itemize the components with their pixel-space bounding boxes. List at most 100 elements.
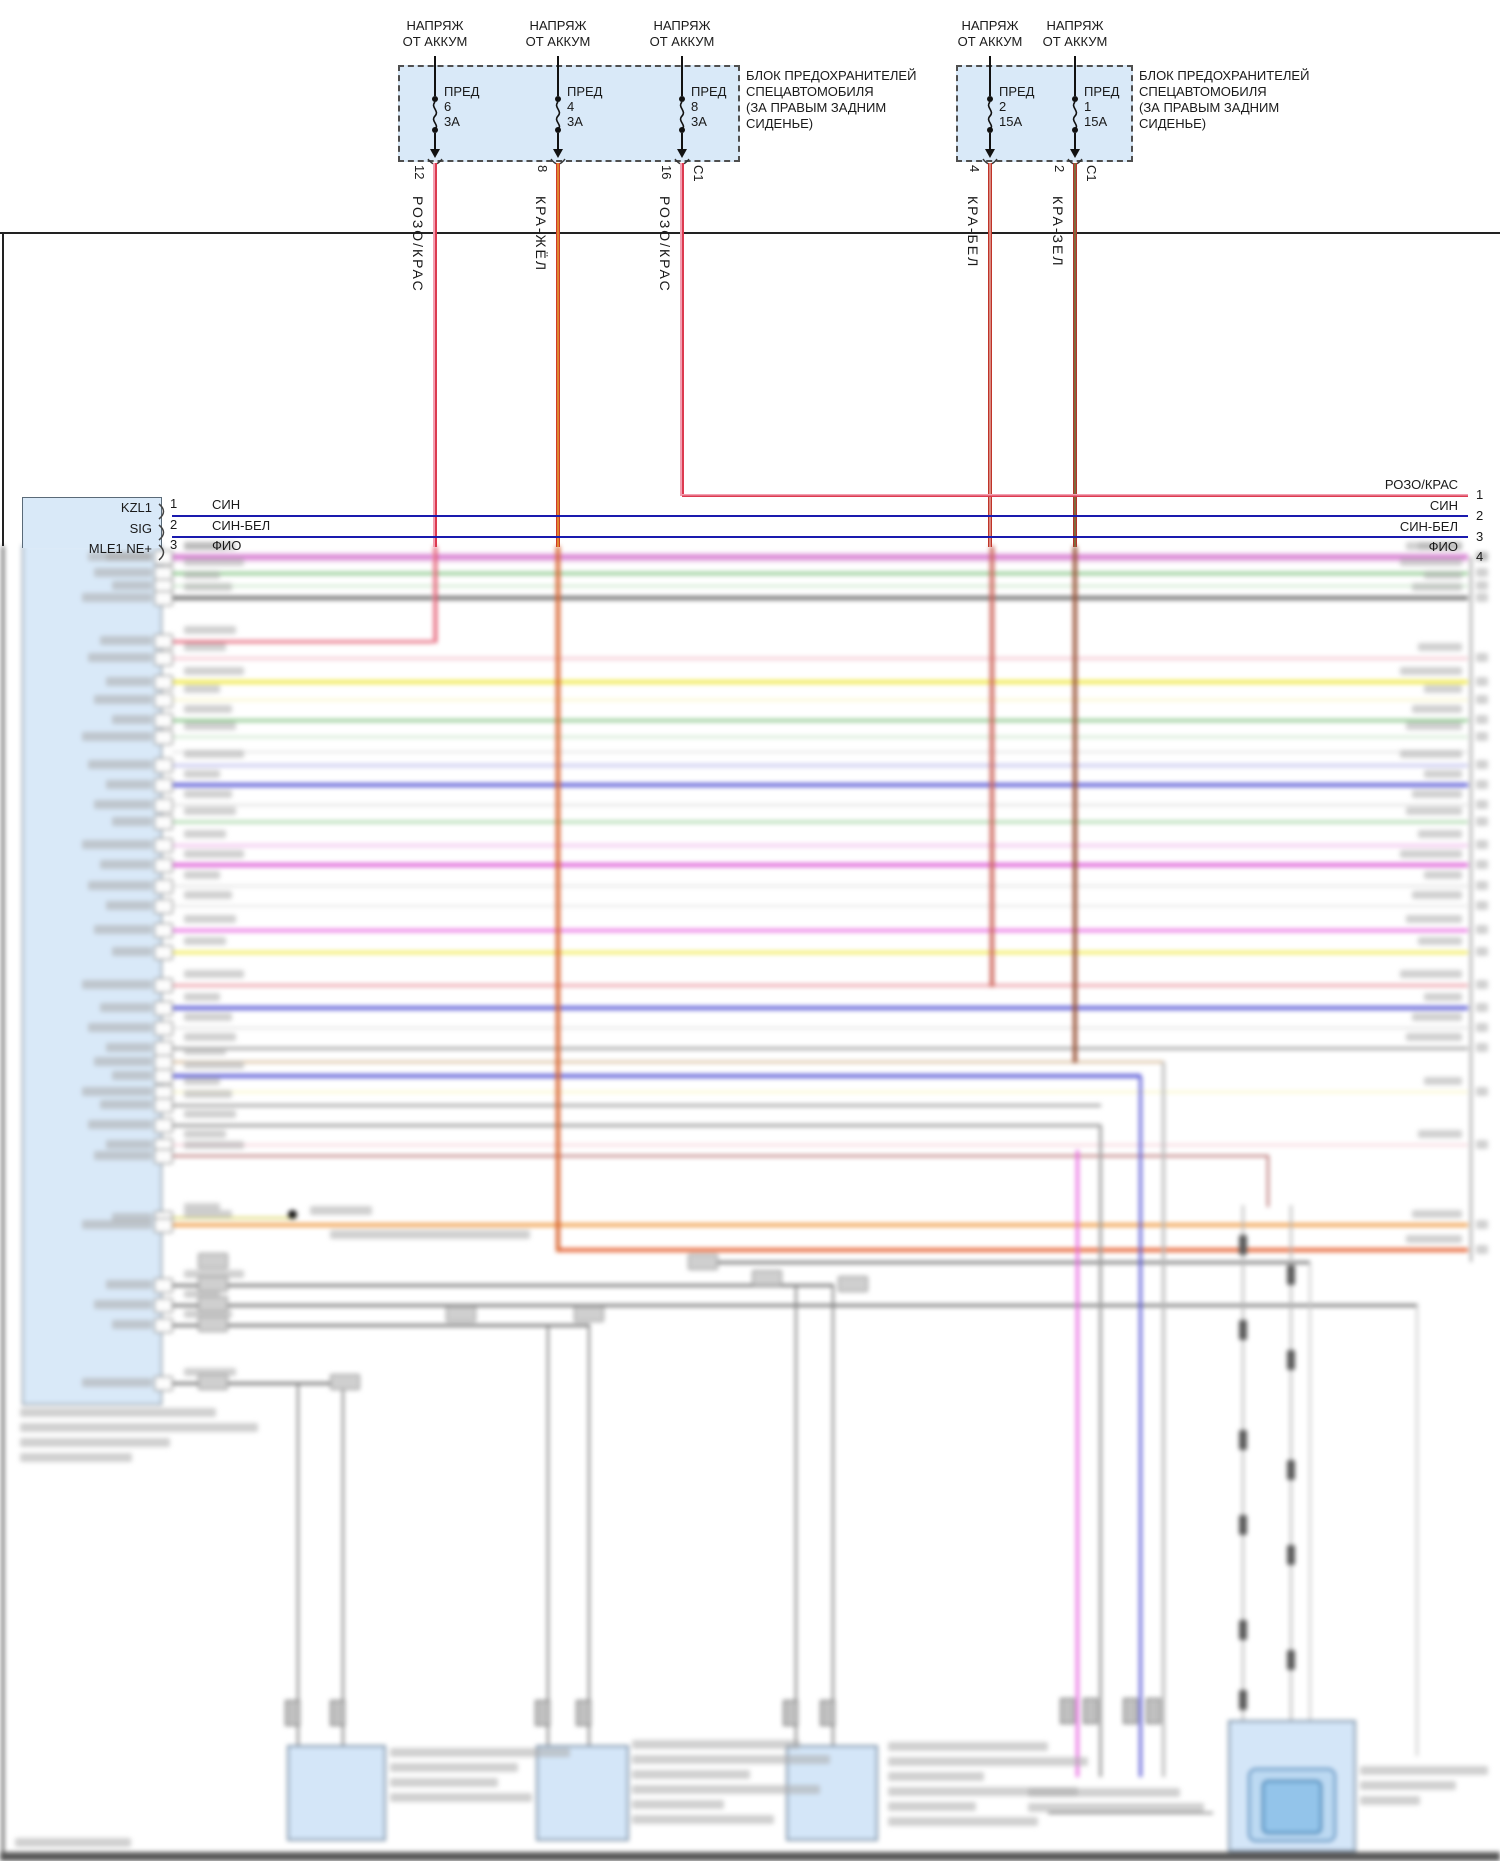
blurred-wire-row: [172, 735, 1468, 739]
right-wire-label-blur: [1412, 1210, 1462, 1218]
right-pin-blur: [1476, 695, 1488, 704]
pin-label-blur: [112, 581, 152, 590]
fuse-block-label-line: СИДЕНЬЕ): [746, 116, 814, 131]
fuse-element-icon: [679, 101, 685, 130]
right-wire-label-blur: [1412, 1013, 1462, 1021]
pin-label-blur: [106, 1280, 152, 1289]
fuse-dot: [1072, 96, 1078, 102]
wire-label-blur: [184, 1061, 244, 1069]
pin-number-box: [154, 730, 173, 745]
terminal-connector: [1146, 1698, 1161, 1724]
battery-feed-label: НАПРЯЖ: [653, 18, 711, 33]
pin-number-box: [154, 798, 173, 813]
pin-number-box: [154, 815, 173, 830]
pin-number-box: [154, 778, 173, 793]
blurred-wire-row: [172, 596, 1468, 600]
right-wire-label-blur: [1412, 790, 1462, 798]
wire-color-label: РОЗО/КРАС: [657, 196, 673, 293]
caption-text-blur: [310, 1206, 372, 1215]
right-wire-label-blur: [1424, 1077, 1462, 1085]
blurred-wire-row: [172, 1103, 1101, 1107]
pin-number-box: [154, 1218, 173, 1233]
caption-text-blur: [1360, 1766, 1488, 1775]
right-wire-label-blur: [1424, 993, 1462, 1001]
pin-label-blur: [88, 881, 152, 890]
caption-text-blur: [20, 1423, 258, 1432]
fuse-pin-number: 2: [1052, 165, 1067, 173]
fuse-feed-line: [434, 56, 436, 96]
caption-text-blur: [390, 1778, 498, 1787]
fuse-name-label: ПРЕД: [691, 84, 727, 99]
connector-wire: [172, 535, 1468, 539]
pin-label-blur: [106, 780, 152, 789]
wire-color-label: СИН-БЕЛ: [212, 517, 271, 533]
right-wire-label-blur: [1412, 891, 1462, 899]
fuse-element-icon: [432, 101, 438, 130]
fuse-dot: [432, 127, 438, 133]
right-pin-blur: [1476, 881, 1488, 890]
ladder-tick: [1239, 1690, 1247, 1710]
pin-label-blur: [82, 1087, 152, 1096]
component-box: [287, 1745, 386, 1841]
fuse-out-line: [681, 133, 683, 149]
pin-label-blur: [94, 695, 152, 704]
right-wire-label-blur: [1412, 583, 1462, 591]
pin-number-box: [154, 1118, 173, 1133]
blurred-wire-row: [172, 1026, 1468, 1030]
sheet-frame-left: [2, 232, 5, 546]
pin-label-blur: [112, 1071, 152, 1080]
blurred-wire-vertical: [1075, 1150, 1079, 1777]
fuse-output-wire: [680, 163, 684, 496]
fuse-element-icon: [1072, 101, 1078, 130]
battery-feed-label: НАПРЯЖ: [961, 18, 1019, 33]
right-wire-label-blur: [1400, 750, 1462, 758]
inline-connector-blur: [198, 1253, 228, 1269]
pin-label-blur: [94, 1057, 152, 1066]
fuse-block-label-line: СПЕЦАВТОМОБИЛЯ: [1139, 84, 1267, 99]
ladder-tick: [1239, 1235, 1247, 1255]
connector-id-label: C1: [691, 165, 706, 182]
fuse-block-box: [956, 65, 1133, 162]
caption-text-blur: [15, 1838, 131, 1847]
fuse-number-label: 2: [999, 99, 1007, 114]
battery-feed-label: ОТ АККУМ: [402, 34, 468, 49]
arrow-down-icon: [430, 149, 440, 158]
arrow-down-icon: [1070, 149, 1080, 158]
wire-label-blur: [184, 626, 236, 634]
right-pin-blur: [1476, 980, 1488, 989]
wire-label-blur: [184, 667, 244, 675]
wire-label-blur: [184, 993, 220, 1001]
terminal-connector: [820, 1700, 835, 1726]
right-pin-blur: [1476, 901, 1488, 910]
blurred-wire-row: [172, 1323, 590, 1327]
pin-label-blur: [112, 715, 152, 724]
right-pin-number: 3: [1476, 529, 1484, 544]
fuse-rating-label: 3А: [567, 114, 583, 129]
caption-text-blur: [888, 1802, 976, 1811]
right-pin-blur: [1476, 925, 1488, 934]
right-wire-label-blur: [1406, 722, 1462, 730]
fuse-number-label: 6: [444, 99, 452, 114]
blurred-wire-row: [172, 1006, 1468, 1010]
right-pin-blur: [1476, 581, 1488, 590]
pin-number-box: [154, 693, 173, 708]
ladder-tick: [1239, 1430, 1247, 1450]
blurred-wire-row: [172, 884, 1468, 888]
ladder-tick: [1287, 1545, 1295, 1565]
pin-label-blur: [94, 1300, 152, 1309]
caption-text-blur: [20, 1408, 216, 1417]
pin-label-blur: [94, 1151, 152, 1160]
blurred-wire-row: [172, 1074, 1141, 1078]
fuse-feed-line: [989, 56, 991, 96]
blurred-wire-row: [172, 843, 1468, 847]
pin-label-blur: [82, 840, 152, 849]
inline-connector-blur: [198, 1296, 228, 1312]
caption-text-blur: [20, 1438, 170, 1447]
blurred-wire-row: [172, 718, 1468, 722]
right-pin-blur: [1476, 840, 1488, 849]
wire-label-blur: [184, 571, 220, 579]
fuse-dot: [555, 96, 561, 102]
pin-label-blur: [94, 925, 152, 934]
wire-label-blur: [184, 970, 244, 978]
left-connector-block-top: [22, 497, 162, 548]
